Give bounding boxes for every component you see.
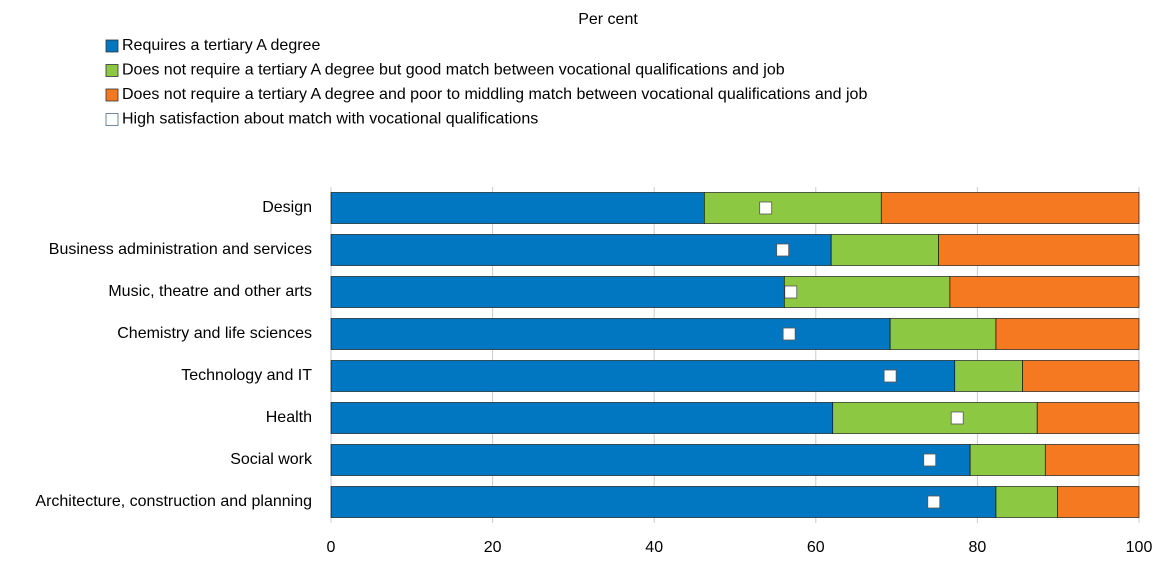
bar-segment (949, 276, 1140, 308)
x-tick-label: 80 (969, 539, 987, 556)
marker (923, 453, 937, 467)
y-tick-label: Architecture, construction and planning (35, 493, 312, 510)
marker (784, 285, 798, 299)
bar-segment (1044, 444, 1140, 476)
bar-segment (330, 234, 832, 266)
bar-segment (783, 276, 951, 308)
legend-label: Requires a tertiary A degree (122, 37, 320, 54)
legend-swatch (105, 88, 119, 102)
marker (883, 369, 897, 383)
legend-swatch (105, 64, 119, 77)
bar-segment (330, 486, 997, 518)
x-tick-label: 60 (807, 539, 825, 556)
y-tick-label: Music, theatre and other arts (108, 283, 312, 300)
marker (782, 327, 796, 341)
legend-label: Does not require a tertiary A degree and… (122, 86, 867, 103)
bar-segment (703, 192, 882, 224)
marker (776, 243, 790, 257)
y-tick-label: Health (266, 409, 312, 426)
bar-segment (938, 234, 1140, 266)
bar-segment (954, 360, 1023, 392)
x-tick-label: 100 (1126, 539, 1153, 556)
bar-segment (1022, 360, 1140, 392)
bar-segment (830, 234, 939, 266)
bar-segment (330, 192, 705, 224)
y-tick-label: Business administration and services (49, 241, 312, 258)
bar-segment (832, 402, 1038, 434)
y-tick-label: Chemistry and life sciences (117, 325, 312, 342)
y-tick-label: Social work (230, 451, 313, 468)
bar-segment (1036, 402, 1140, 434)
legend-label: Does not require a tertiary A degree but… (122, 62, 785, 79)
legend-swatch (105, 113, 119, 126)
marker (950, 411, 964, 425)
x-tick-label: 40 (645, 539, 663, 556)
bar-segment (330, 444, 971, 476)
bar-segment (880, 192, 1140, 224)
y-tick-label: Design (262, 199, 312, 216)
x-tick-label: 20 (484, 539, 502, 556)
marker (759, 201, 773, 215)
bar-segment (969, 444, 1046, 476)
legend-swatch (105, 39, 119, 53)
bar-segment (330, 318, 891, 350)
y-tick-label: Technology and IT (181, 367, 312, 384)
bar-segment (330, 360, 956, 392)
bar-segment (330, 402, 834, 434)
bar-segment (889, 318, 997, 350)
bar-segment (995, 318, 1140, 350)
x-tick-label: 0 (327, 539, 336, 556)
bar-segment (1057, 486, 1140, 518)
bar-segment (330, 276, 785, 308)
chart-title: Per cent (578, 11, 638, 28)
legend-label: High satisfaction about match with vocat… (122, 111, 538, 128)
bar-segment (995, 486, 1058, 518)
marker (927, 495, 941, 509)
